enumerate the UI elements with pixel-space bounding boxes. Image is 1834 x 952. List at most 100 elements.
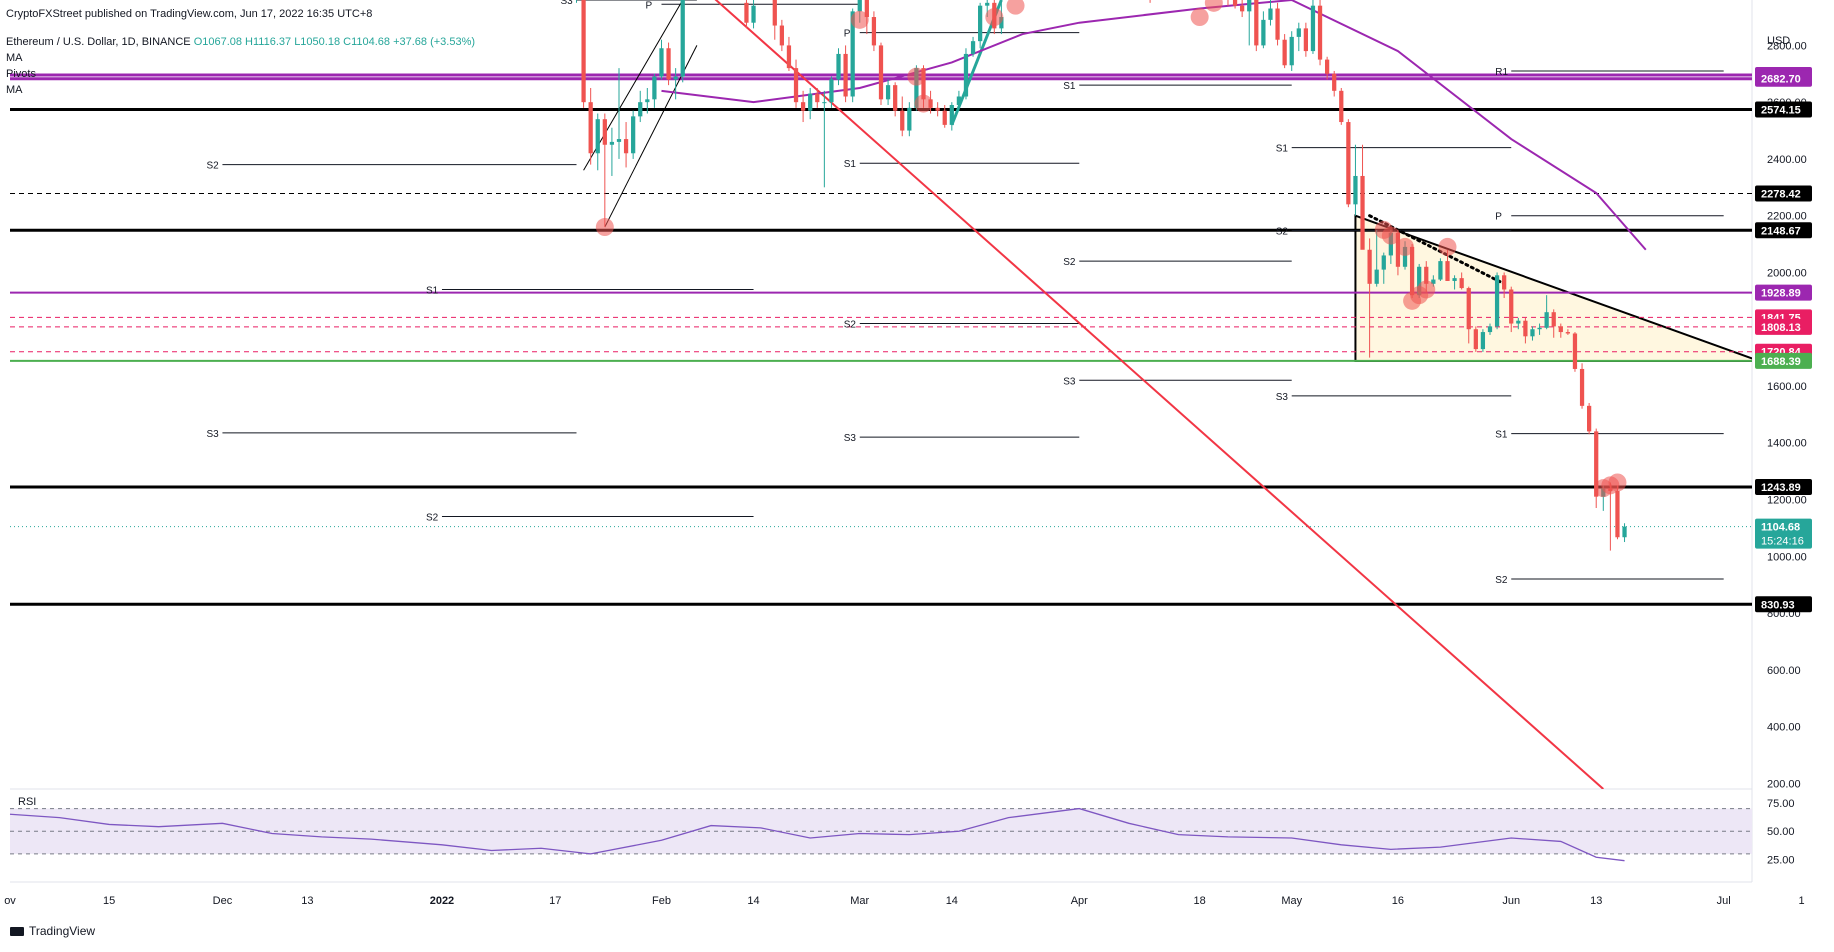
- candle-body: [1487, 326, 1493, 333]
- candle: [772, 0, 777, 40]
- candle-body: [949, 105, 954, 125]
- candle: [1268, 0, 1273, 26]
- pivot-label: S2: [1495, 575, 1508, 586]
- y-tick-label: 1600.00: [1767, 381, 1807, 393]
- candle-body: [1509, 289, 1514, 324]
- candle: [942, 105, 947, 128]
- candle-body: [772, 0, 777, 26]
- candle: [978, 2, 983, 49]
- candle: [956, 90, 962, 111]
- rsi-pane-label[interactable]: RSI: [18, 796, 37, 808]
- candle-body: [1565, 332, 1571, 334]
- candle: [1516, 317, 1521, 330]
- pivot-label: S2: [844, 320, 857, 331]
- candle: [1254, 0, 1259, 52]
- candle-body: [1240, 5, 1245, 12]
- candle-body: [978, 5, 983, 42]
- candle-body: [1275, 8, 1280, 40]
- candle: [1452, 275, 1457, 290]
- candle: [836, 48, 841, 86]
- candle: [1473, 326, 1478, 352]
- tradingview-logo-icon: [10, 926, 24, 936]
- indicator-ma-1[interactable]: MA: [6, 52, 23, 64]
- x-tick-label: Jul: [1717, 895, 1731, 907]
- x-tick-label: 16: [1392, 895, 1404, 907]
- candle: [808, 87, 813, 120]
- candle-body: [751, 5, 756, 23]
- candle-body: [1409, 246, 1415, 296]
- candle: [751, 0, 756, 29]
- indicator-pivots[interactable]: Pivots: [6, 68, 36, 80]
- candle: [1459, 272, 1464, 290]
- x-tick-label: Jun: [1502, 895, 1520, 907]
- published-credit: CryptoFXStreet published on TradingView.…: [6, 8, 373, 20]
- candle: [1353, 144, 1358, 216]
- candle: [793, 59, 799, 108]
- candle-body: [822, 102, 827, 104]
- candle-body: [673, 76, 678, 80]
- candle-body: [631, 116, 636, 154]
- candle-body: [1402, 246, 1408, 267]
- candle-body: [588, 102, 593, 154]
- touch-point-marker: [907, 67, 926, 86]
- price-tag-bg: [1755, 101, 1812, 118]
- symbol-legend[interactable]: Ethereum / U.S. Dollar, 1D, BINANCE O106…: [6, 36, 475, 48]
- rsi-tick-label: 75.00: [1767, 798, 1795, 810]
- candle: [822, 90, 827, 188]
- price-tag-bg: [1755, 185, 1812, 202]
- candle: [1240, 0, 1245, 18]
- candle-body: [609, 141, 615, 145]
- candle-body: [815, 93, 820, 103]
- candle-body: [1587, 405, 1592, 432]
- candle-body: [1615, 490, 1620, 538]
- candle: [885, 79, 891, 106]
- candle: [1409, 244, 1415, 299]
- touch-point-marker: [1190, 8, 1209, 27]
- candle: [864, 0, 869, 35]
- candle: [1247, 0, 1252, 46]
- candle-body: [1480, 332, 1486, 350]
- y-tick-label: 1400.00: [1767, 438, 1807, 450]
- pivot-label: S2: [206, 161, 219, 172]
- candle-body: [1310, 5, 1316, 52]
- candle: [1381, 252, 1386, 284]
- candle-body: [893, 85, 898, 111]
- candle-body: [1289, 36, 1294, 66]
- price-tag-bg: [1755, 222, 1812, 239]
- pivot-label: S3: [206, 429, 219, 440]
- candle: [878, 42, 884, 106]
- price-tag-label: 2148.67: [1761, 225, 1801, 237]
- candle: [666, 42, 671, 86]
- price-tag-bg: [1755, 284, 1812, 301]
- candle-body: [1247, 0, 1252, 12]
- tradingview-footer: TradingView: [10, 924, 95, 938]
- ohlc-values: O1067.08 H1116.37 L1050.18 C1104.68 +37.…: [193, 36, 476, 48]
- candle: [1579, 363, 1585, 409]
- candle: [1149, 0, 1151, 3]
- pivot-label: S3: [1063, 376, 1076, 387]
- symbol-title: Ethereum / U.S. Dollar, 1D, BINANCE: [6, 36, 191, 48]
- candle-body: [1261, 19, 1266, 46]
- candle: [609, 127, 615, 176]
- candle: [595, 113, 600, 171]
- price-tag-label: 1808.13: [1761, 322, 1801, 334]
- candle-body: [1431, 279, 1436, 284]
- x-tick-label: Dec: [213, 895, 233, 907]
- pivot-label: S1: [844, 159, 857, 170]
- candle-body: [935, 107, 940, 111]
- y-tick-label: 1200.00: [1767, 495, 1807, 507]
- candle: [1367, 238, 1372, 358]
- pivot-label: S3: [561, 0, 574, 7]
- candle-body: [744, 2, 749, 23]
- candle-body: [1530, 329, 1535, 337]
- candle: [1275, 2, 1280, 46]
- candle-body: [1353, 175, 1358, 205]
- candle: [744, 0, 749, 29]
- candle: [1261, 11, 1266, 49]
- candle: [1537, 323, 1542, 335]
- bar-countdown: 15:24:16: [1761, 536, 1804, 548]
- candle: [900, 96, 905, 137]
- candle-body: [666, 48, 671, 80]
- indicator-ma-2[interactable]: MA: [6, 84, 23, 96]
